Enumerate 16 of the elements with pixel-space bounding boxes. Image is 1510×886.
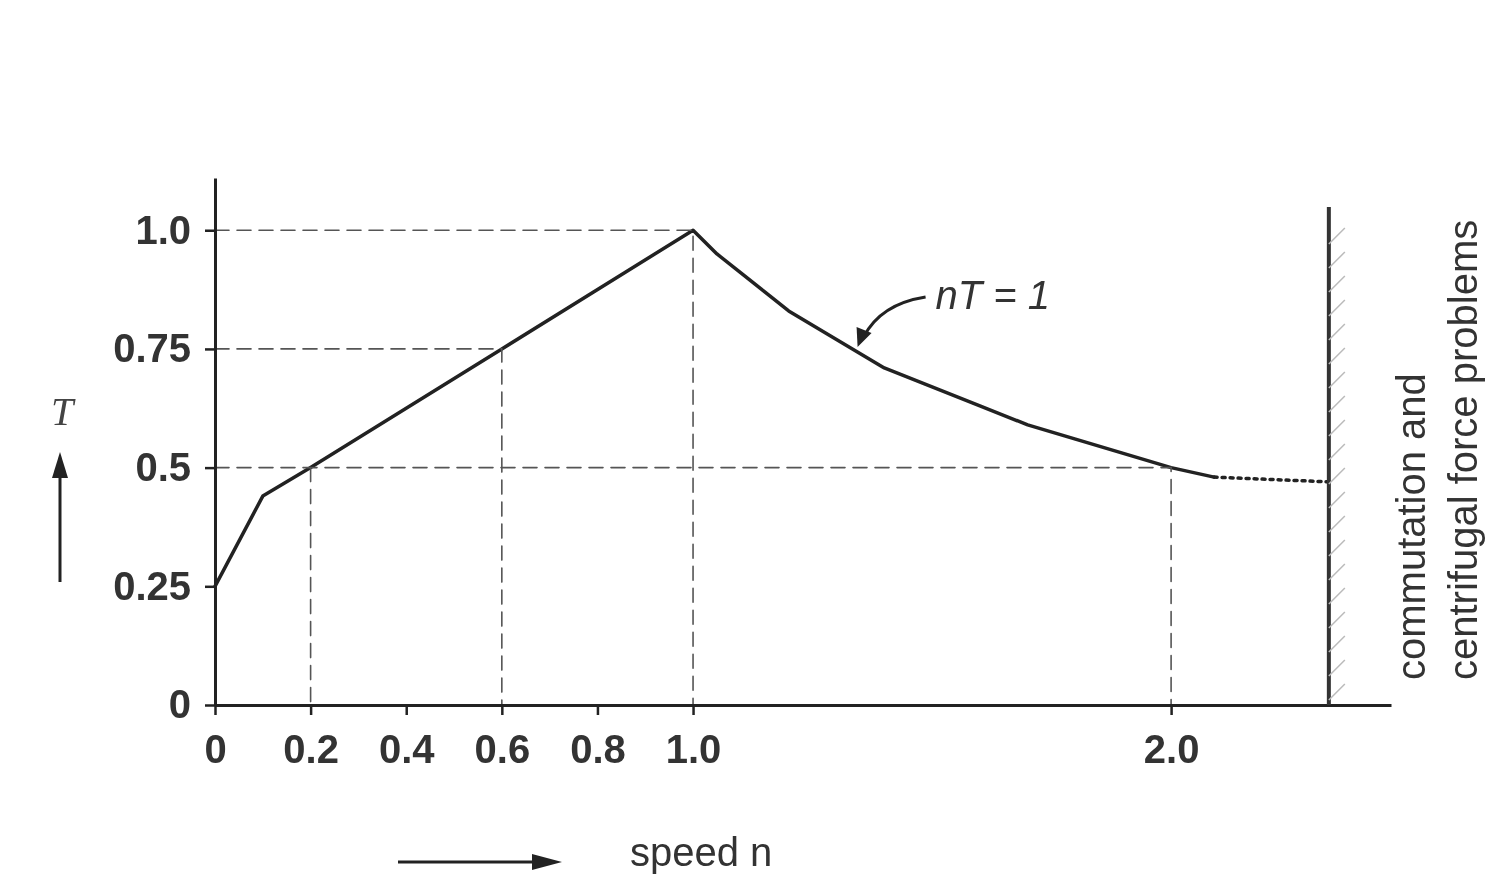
y-tick-label: 1.0 (135, 207, 191, 252)
y-tick-label: 0.5 (135, 444, 191, 489)
x-tick-label: 0.6 (474, 727, 531, 772)
x-tick-label: 0 (204, 727, 227, 772)
x-tick-label: 2.0 (1143, 727, 1200, 772)
y-tick-label: 0.25 (113, 563, 191, 608)
y-axis-title: T (50, 389, 76, 434)
x-tick-label: 1.0 (665, 727, 722, 772)
ref-line-label: commutation and centrifugal force problems (1388, 219, 1485, 680)
y-tick-label: 0 (168, 682, 191, 727)
y-tick-label: 0.75 (113, 326, 191, 371)
annotation: nT = 1 (935, 272, 1051, 317)
x-tick-label: 0.4 (378, 727, 436, 772)
x-axis-title: speed n (630, 830, 773, 874)
x-tick-label: 0.2 (283, 727, 339, 772)
x-tick-label: 0.8 (570, 727, 626, 772)
